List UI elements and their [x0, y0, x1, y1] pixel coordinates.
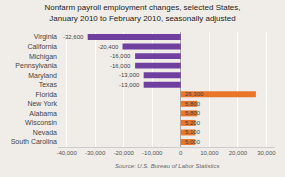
- svg-text:20,000: 20,000: [229, 150, 248, 156]
- svg-text:Virginia: Virginia: [34, 33, 57, 41]
- svg-text:Source: U.S. Bureau of Labor S: Source: U.S. Bureau of Labor Statistics: [115, 163, 219, 169]
- svg-text:Michigan: Michigan: [29, 53, 57, 61]
- svg-text:Florida: Florida: [36, 91, 58, 98]
- svg-text:Pennsylvania: Pennsylvania: [15, 62, 57, 70]
- svg-text:Texas: Texas: [39, 81, 58, 88]
- svg-text:0: 0: [179, 150, 183, 156]
- svg-text:Nevada: Nevada: [33, 129, 57, 136]
- svg-text:-13,000: -13,000: [119, 82, 140, 88]
- svg-text:-16,000: -16,000: [110, 53, 131, 59]
- svg-text:-32,600: -32,600: [63, 34, 84, 40]
- svg-text:New York: New York: [27, 100, 57, 107]
- svg-text:-13,000: -13,000: [119, 72, 140, 78]
- svg-text:Nonfarm payroll employment cha: Nonfarm payroll employment changes, sele…: [44, 3, 240, 22]
- svg-text:5,200: 5,200: [185, 120, 201, 126]
- svg-text:5,800: 5,800: [185, 101, 201, 107]
- svg-text:-20,000: -20,000: [113, 150, 134, 156]
- svg-text:5,000: 5,000: [185, 139, 201, 145]
- svg-text:-16,000: -16,000: [110, 63, 131, 69]
- svg-text:10,000: 10,000: [200, 150, 219, 156]
- svg-text:5,100: 5,100: [185, 129, 201, 135]
- svg-text:-20,400: -20,400: [98, 44, 119, 50]
- svg-text:-30,000: -30,000: [85, 150, 106, 156]
- svg-text:Alabama: Alabama: [29, 110, 57, 117]
- svg-text:5,800: 5,800: [185, 110, 201, 116]
- svg-text:South Carolina: South Carolina: [11, 138, 57, 145]
- svg-text:26,300: 26,300: [185, 91, 204, 97]
- svg-text:-10,000: -10,000: [142, 150, 163, 156]
- svg-text:30,000: 30,000: [257, 150, 276, 156]
- svg-text:-40,000: -40,000: [56, 150, 77, 156]
- svg-text:Maryland: Maryland: [28, 72, 57, 80]
- svg-text:California: California: [27, 43, 57, 50]
- svg-text:Wisconsin: Wisconsin: [25, 119, 57, 126]
